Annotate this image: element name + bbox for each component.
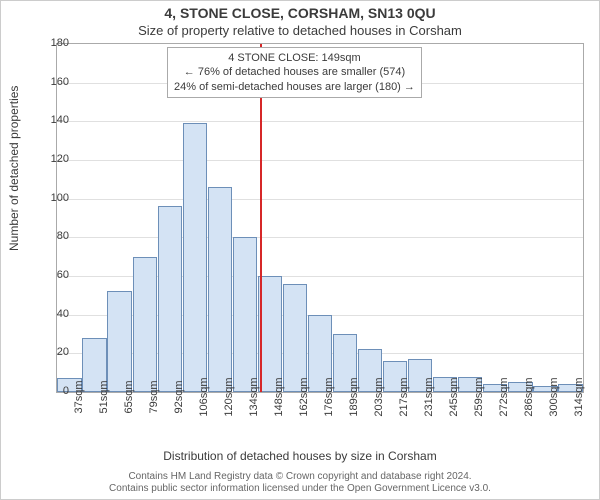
y-tick-label: 0 — [39, 385, 69, 397]
x-axis-label: Distribution of detached houses by size … — [1, 449, 599, 463]
y-tick-label: 180 — [39, 37, 69, 49]
y-tick-label: 100 — [39, 192, 69, 204]
gridline — [57, 121, 583, 122]
x-tick-label: 231sqm — [423, 377, 435, 416]
histogram-bar — [283, 284, 307, 392]
x-tick-label: 120sqm — [223, 377, 235, 416]
gridline — [57, 199, 583, 200]
x-tick-label: 189sqm — [348, 377, 360, 416]
x-tick-label: 314sqm — [573, 377, 585, 416]
histogram-bar — [208, 187, 232, 392]
x-tick-label: 92sqm — [173, 380, 185, 413]
annotation-line1: 4 STONE CLOSE: 149sqm — [174, 51, 415, 65]
x-tick-label: 272sqm — [498, 377, 510, 416]
x-tick-label: 245sqm — [448, 377, 460, 416]
histogram-bar — [158, 206, 182, 392]
x-tick-label: 37sqm — [73, 380, 85, 413]
page-subtitle: Size of property relative to detached ho… — [1, 21, 599, 38]
y-tick-label: 60 — [39, 269, 69, 281]
x-tick-label: 286sqm — [523, 377, 535, 416]
page-title: 4, STONE CLOSE, CORSHAM, SN13 0QU — [1, 1, 599, 21]
x-tick-label: 300sqm — [548, 377, 560, 416]
x-tick-label: 162sqm — [298, 377, 310, 416]
annotation-box: 4 STONE CLOSE: 149sqm← 76% of detached h… — [167, 47, 422, 98]
footer: Contains HM Land Registry data © Crown c… — [1, 471, 599, 495]
x-tick-label: 148sqm — [273, 377, 285, 416]
footer-line1: Contains HM Land Registry data © Crown c… — [1, 471, 599, 483]
y-tick-label: 40 — [39, 308, 69, 320]
annotation-line2: ← 76% of detached houses are smaller (57… — [174, 65, 415, 79]
y-tick-label: 160 — [39, 76, 69, 88]
x-tick-label: 217sqm — [398, 377, 410, 416]
y-axis-label: Number of detached properties — [7, 86, 21, 251]
y-tick-label: 140 — [39, 114, 69, 126]
histogram-bar — [133, 257, 157, 392]
plot-area: 4 STONE CLOSE: 149sqm← 76% of detached h… — [56, 43, 584, 393]
x-tick-label: 51sqm — [98, 380, 110, 413]
x-tick-label: 79sqm — [148, 380, 160, 413]
x-tick-label: 106sqm — [198, 377, 210, 416]
histogram-bar — [107, 291, 131, 392]
x-tick-label: 259sqm — [473, 377, 485, 416]
footer-line2: Contains public sector information licen… — [1, 483, 599, 495]
chart-container: 4, STONE CLOSE, CORSHAM, SN13 0QU Size o… — [0, 0, 600, 500]
histogram-bar — [233, 237, 257, 392]
x-tick-label: 176sqm — [323, 377, 335, 416]
gridline — [57, 160, 583, 161]
histogram-bar — [183, 123, 207, 392]
x-tick-label: 134sqm — [248, 377, 260, 416]
annotation-line3: 24% of semi-detached houses are larger (… — [174, 80, 415, 94]
y-tick-label: 80 — [39, 230, 69, 242]
gridline — [57, 237, 583, 238]
y-tick-label: 20 — [39, 346, 69, 358]
x-tick-label: 203sqm — [373, 377, 385, 416]
y-tick-label: 120 — [39, 153, 69, 165]
x-tick-label: 65sqm — [123, 380, 135, 413]
